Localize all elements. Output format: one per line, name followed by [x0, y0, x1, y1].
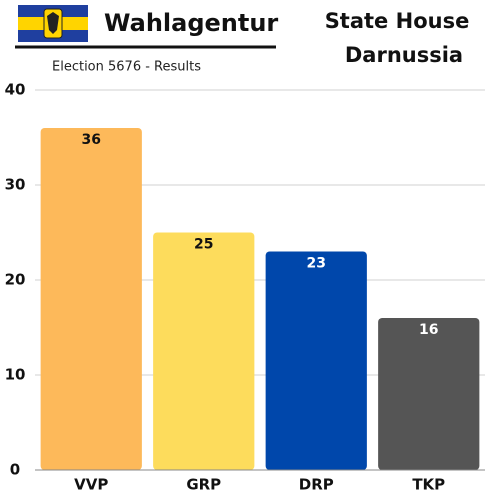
bar — [153, 232, 255, 470]
value-label: 36 — [82, 132, 101, 148]
value-label: 23 — [307, 256, 326, 272]
y-tick-label: 40 — [5, 81, 26, 99]
y-tick-label: 20 — [5, 271, 26, 289]
y-tick-label: 10 — [5, 366, 26, 384]
x-tick-label: GRP — [186, 476, 221, 494]
bar — [40, 128, 142, 470]
chart-title: Wahlagentur — [104, 9, 278, 37]
x-tick-label: VVP — [74, 476, 108, 494]
bar — [265, 251, 367, 470]
y-tick-label: 30 — [5, 176, 26, 194]
value-label: 16 — [419, 322, 438, 338]
flag — [18, 5, 88, 42]
bar — [378, 318, 480, 470]
header-right: State House — [325, 9, 470, 33]
y-tick-label: 0 — [10, 461, 20, 479]
x-tick-label: TKP — [412, 476, 445, 494]
value-label: 25 — [194, 237, 213, 253]
chart-subtitle: Election 5676 - Results — [52, 60, 201, 75]
header-right: Darnussia — [345, 43, 463, 67]
x-tick-label: DRP — [299, 476, 334, 494]
